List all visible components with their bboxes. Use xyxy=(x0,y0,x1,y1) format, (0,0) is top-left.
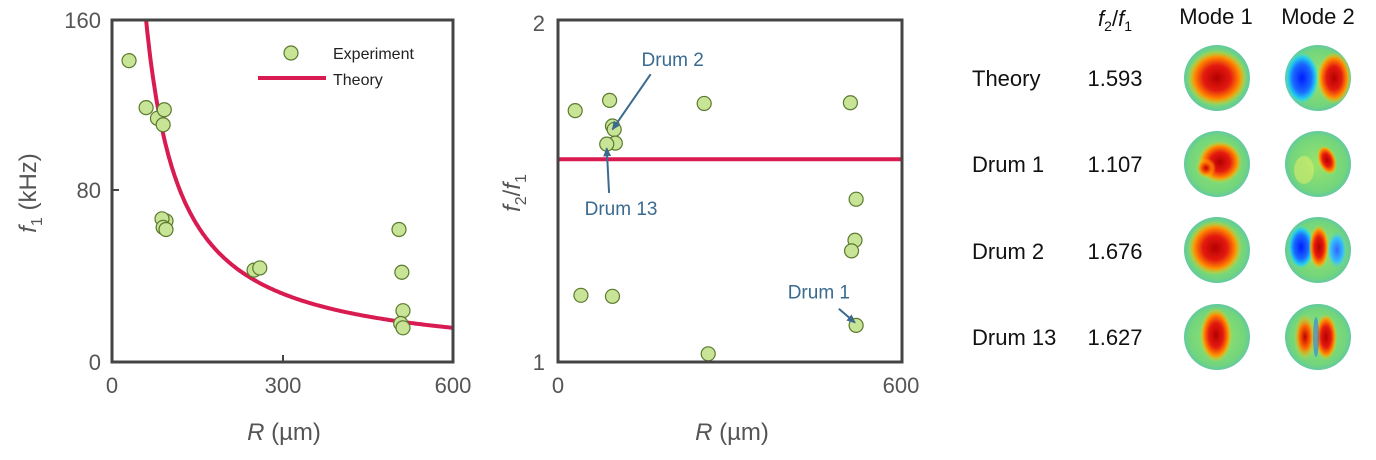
experiment-point xyxy=(567,103,583,119)
p2-axes-box xyxy=(556,18,904,364)
p2-annotations: Drum 2 Drum 13 Drum 1 xyxy=(585,50,856,324)
experiment-point xyxy=(138,100,154,116)
experiment-point xyxy=(843,243,860,259)
table-row-value: 1.593 xyxy=(1087,66,1142,91)
annotation-arrow xyxy=(611,73,652,131)
table-row-value: 1.107 xyxy=(1087,152,1142,177)
p1-xticks: 0 300 600 xyxy=(106,355,471,398)
theory-mode2-image xyxy=(1285,45,1351,111)
table-row-label: Theory xyxy=(972,66,1040,91)
p2-xtick-label: 600 xyxy=(883,373,920,398)
p2-xlabel: R (µm) xyxy=(695,419,769,446)
legend: Experiment Theory xyxy=(258,45,414,89)
theory-mode1-image xyxy=(1184,45,1250,111)
p1-xtick-label: 0 xyxy=(106,373,118,398)
experiment-point xyxy=(696,95,712,112)
p2-ytick-label: 2 xyxy=(533,11,545,36)
annotation-arrow xyxy=(838,307,856,324)
table-row-label: Drum 2 xyxy=(972,239,1044,264)
drum2-mode1-image xyxy=(1184,217,1250,283)
p2-marks xyxy=(558,92,902,362)
p2-ylabel: f2/f1 xyxy=(499,174,530,212)
table-row-label: Drum 13 xyxy=(972,325,1056,350)
experiment-point xyxy=(391,221,407,238)
p1-yticks: 0 80 160 xyxy=(64,8,119,375)
p1-xtick-label: 300 xyxy=(265,373,302,398)
chart-f1-vs-r: Experiment Theory 0 80 160 0 300 600 R (… xyxy=(15,8,471,446)
annotation-label: Drum 1 xyxy=(788,283,850,304)
annotation-label: Drum 2 xyxy=(642,50,704,71)
experiment-point xyxy=(842,95,859,111)
table-row-value: 1.676 xyxy=(1087,239,1142,264)
legend-theory-label: Theory xyxy=(333,72,383,89)
p1-ylabel: f1 (kHz) xyxy=(15,153,46,233)
table-row-value: 1.627 xyxy=(1087,325,1142,350)
annotation-arrow xyxy=(603,147,612,193)
drum1-mode1-image xyxy=(1184,131,1250,197)
p2-xtick-label: 0 xyxy=(552,373,564,398)
experiment-point xyxy=(606,121,622,138)
table-row-label: Drum 1 xyxy=(972,152,1044,177)
p1-xlabel: R (µm) xyxy=(247,419,321,446)
experiment-point xyxy=(848,191,864,207)
p1-ytick-label: 160 xyxy=(64,8,101,33)
table-header-mode2: Mode 2 xyxy=(1281,4,1354,29)
experiment-point xyxy=(700,346,716,362)
experiment-point xyxy=(604,288,621,304)
experiment-point xyxy=(395,303,411,319)
experiment-point xyxy=(601,92,618,108)
p2-xticks: 0 600 xyxy=(552,373,919,398)
experiment-point xyxy=(156,102,172,118)
table-header-ratio: f2/f1 xyxy=(1098,6,1132,34)
mode-table: f2/f1 Mode 1 Mode 2 Theory 1.593 Drum 1 … xyxy=(972,4,1355,370)
p1-marks xyxy=(121,20,453,336)
p1-xtick-label: 600 xyxy=(435,373,472,398)
drum2-mode2-image xyxy=(1285,217,1351,283)
annotation-label: Drum 13 xyxy=(585,199,658,220)
p1-ytick-label: 0 xyxy=(89,350,101,375)
drum1-mode2-image xyxy=(1285,131,1351,197)
p1-ytick-label: 80 xyxy=(77,178,101,203)
experiment-point xyxy=(394,264,410,280)
legend-experiment-marker xyxy=(283,45,299,61)
experiment-point xyxy=(573,287,589,303)
experiment-point xyxy=(395,320,411,336)
drum13-mode2-image xyxy=(1285,304,1351,370)
p2-ytick-label: 1 xyxy=(533,350,545,375)
experiment-point xyxy=(155,117,171,133)
experiment-point xyxy=(121,53,137,69)
drum13-mode1-image xyxy=(1184,304,1250,370)
experiment-point xyxy=(252,260,268,276)
table-header-mode1: Mode 1 xyxy=(1179,4,1252,29)
chart-ratio-vs-r: Drum 2 Drum 13 Drum 1 1 2 0 600 R (µm) f2/… xyxy=(499,11,919,446)
p2-yticks: 1 2 xyxy=(533,11,545,375)
experiment-point xyxy=(158,221,174,238)
legend-experiment-label: Experiment xyxy=(333,46,414,63)
